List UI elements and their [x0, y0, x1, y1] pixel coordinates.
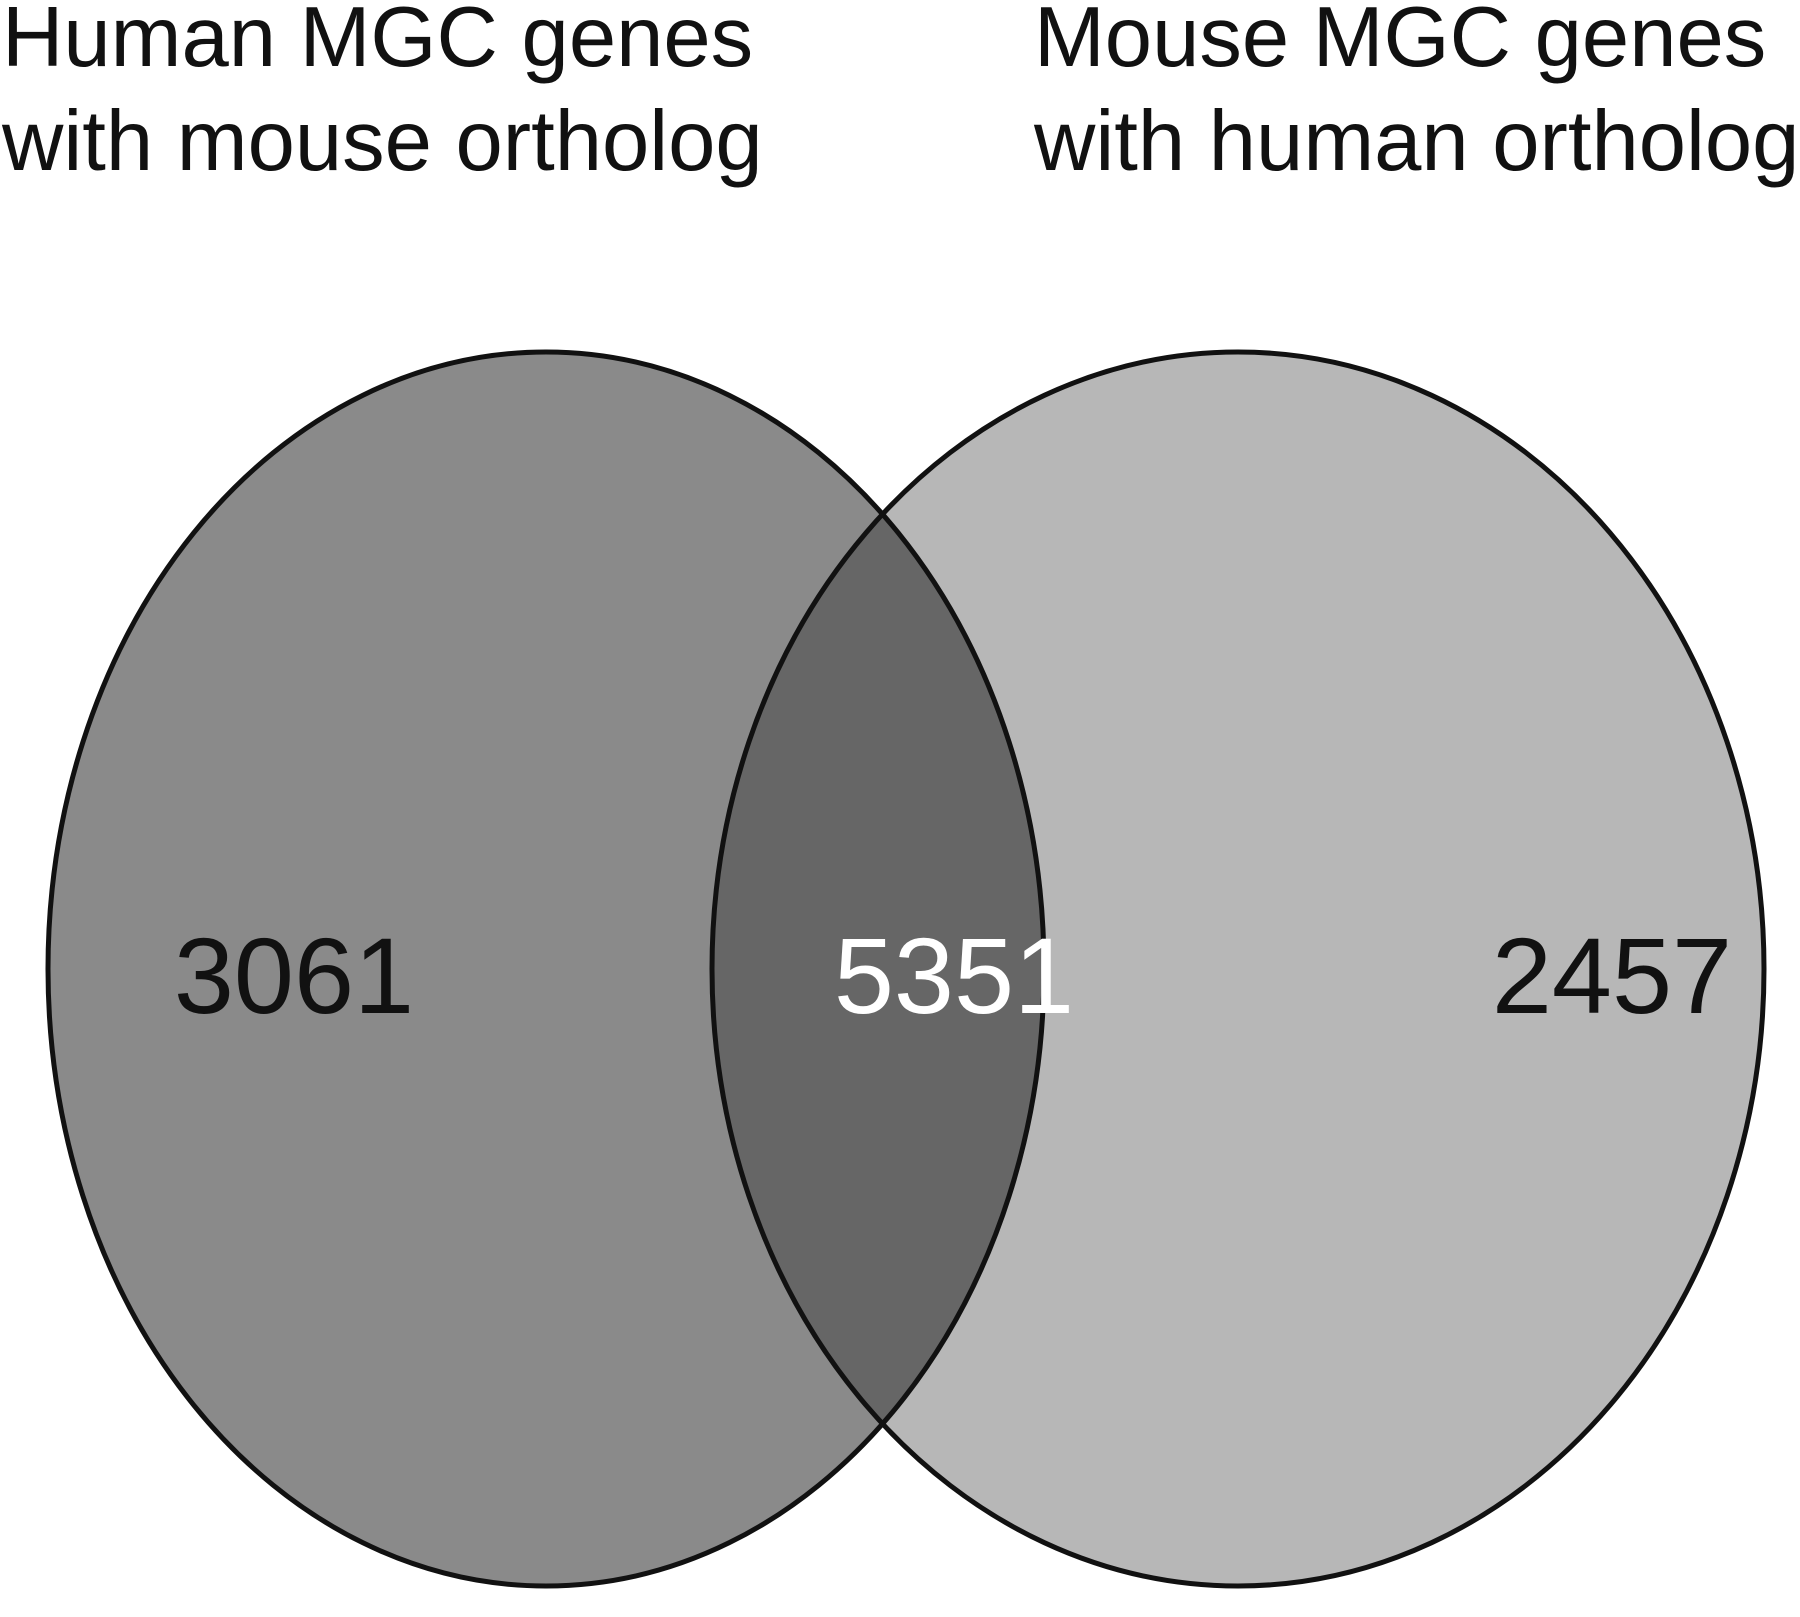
left-set-label-line-2: with mouse ortholog: [2, 94, 763, 189]
right-set-label-line-1: Mouse MGC genes: [1034, 0, 1767, 85]
right-set-label: Mouse MGC genes with human ortholog: [1034, 0, 1799, 194]
overlap-count: 5351: [834, 915, 1074, 1036]
right-only-count: 2457: [1492, 915, 1732, 1036]
left-only-count: 3061: [174, 915, 414, 1036]
right-set-label-line-2: with human ortholog: [1034, 94, 1800, 189]
left-set-label-line-1: Human MGC genes: [2, 0, 754, 85]
left-set-outline: [45, 349, 1047, 1589]
left-set-label: Human MGC genes with mouse ortholog: [2, 0, 763, 194]
right-set-outline: [709, 349, 1767, 1589]
